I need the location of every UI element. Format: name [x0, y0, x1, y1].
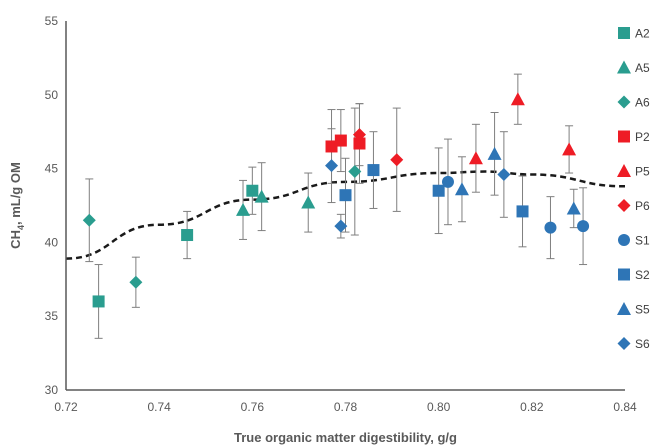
legend-marker-a2	[618, 27, 630, 39]
point-s5	[487, 146, 502, 160]
point-p6	[352, 128, 366, 142]
x-tick-label: 0.74	[147, 400, 171, 414]
legend-marker-p6	[617, 199, 631, 212]
legend-item-p6: P6	[617, 199, 650, 213]
point-s6	[325, 159, 339, 173]
x-tick-label: 0.72	[54, 400, 78, 414]
x-tick-label: 0.84	[613, 400, 637, 414]
point-p5	[562, 142, 577, 156]
y-axis-title: CH4, mL/g OM	[8, 162, 26, 249]
point-s2	[432, 184, 445, 197]
point-a6	[348, 165, 362, 179]
legend-item-s1: S1	[618, 234, 650, 248]
point-a5	[236, 202, 251, 216]
marker-layer	[82, 92, 590, 308]
point-s5	[454, 182, 469, 196]
point-s2	[339, 189, 352, 202]
y-tick-label: 45	[45, 162, 59, 176]
point-a5	[301, 195, 316, 209]
legend-marker-s1	[618, 234, 630, 246]
legend-item-s5: S5	[617, 302, 650, 317]
point-p6	[390, 153, 404, 167]
errorbar-layer	[85, 73, 588, 339]
x-tick-label: 0.76	[241, 400, 265, 414]
legend-item-a5: A5	[617, 60, 650, 75]
axis-layer	[65, 21, 625, 391]
legend-marker-s6	[617, 337, 631, 350]
point-p5	[468, 151, 483, 165]
legend-marker-a5	[617, 60, 631, 74]
legend-marker-p5	[617, 164, 631, 177]
x-axis-title: True organic matter digestibility, g/g	[234, 430, 457, 445]
y-axis-title-rest: , mL/g OM	[8, 162, 23, 225]
point-p2	[325, 140, 338, 153]
y-axis-title-subscript: 4	[16, 225, 26, 230]
point-a5	[254, 189, 269, 203]
point-s2	[367, 164, 380, 177]
x-tick-label: 0.82	[520, 400, 544, 414]
x-tick-label: 0.80	[427, 400, 451, 414]
legend-label-a2: A2	[635, 27, 650, 41]
legend-item-a2: A2	[618, 27, 650, 41]
legend-marker-s5	[617, 302, 631, 315]
point-p2	[334, 134, 347, 147]
x-tick-label: 0.78	[334, 400, 358, 414]
point-s6	[334, 219, 348, 233]
legend-label-a5: A5	[635, 61, 650, 75]
point-s1	[441, 175, 454, 188]
y-tick-label: 55	[45, 14, 59, 28]
point-a2	[181, 229, 194, 242]
point-a2	[92, 295, 105, 308]
y-tick-label: 40	[45, 235, 59, 249]
point-s5	[566, 201, 581, 215]
y-tick-label: 30	[45, 383, 59, 397]
legend: A2 A5 A6 P2 P5 P6 S1 S2 S5 S6	[617, 27, 650, 351]
point-a2	[246, 184, 259, 197]
legend-label-p2: P2	[635, 130, 650, 144]
point-s2	[516, 205, 529, 218]
legend-item-p5: P5	[617, 164, 650, 179]
legend-marker-s2	[618, 268, 630, 281]
legend-label-s5: S5	[635, 303, 650, 317]
point-s1	[544, 221, 557, 234]
point-a6	[82, 213, 96, 227]
tick-label-layer: 30 35 40 45 50 55 0.72 0.74 0.76 0.78 0.80 0.82 0.84	[45, 14, 637, 414]
legend-item-a6: A6	[617, 95, 650, 110]
legend-label-s6: S6	[635, 337, 650, 351]
point-a6	[129, 275, 143, 289]
legend-item-s2: S2	[618, 268, 650, 282]
legend-marker-a6	[617, 95, 631, 109]
legend-label-s1: S1	[635, 234, 650, 248]
trendline-layer	[65, 170, 626, 260]
trendline	[65, 170, 626, 260]
point-s6	[497, 168, 511, 182]
point-p2	[353, 137, 366, 150]
y-axis-title-main: CH	[8, 230, 23, 249]
legend-label-p6: P6	[635, 199, 650, 213]
legend-marker-p2	[618, 130, 630, 143]
legend-label-s2: S2	[635, 268, 650, 282]
y-tick-label: 50	[45, 88, 59, 102]
point-s1	[577, 220, 590, 233]
legend-label-p5: P5	[635, 165, 650, 179]
legend-item-s6: S6	[617, 337, 650, 351]
legend-label-a6: A6	[635, 96, 650, 110]
point-p5	[510, 92, 525, 106]
legend-item-p2: P2	[618, 130, 650, 144]
y-tick-label: 35	[45, 309, 59, 323]
